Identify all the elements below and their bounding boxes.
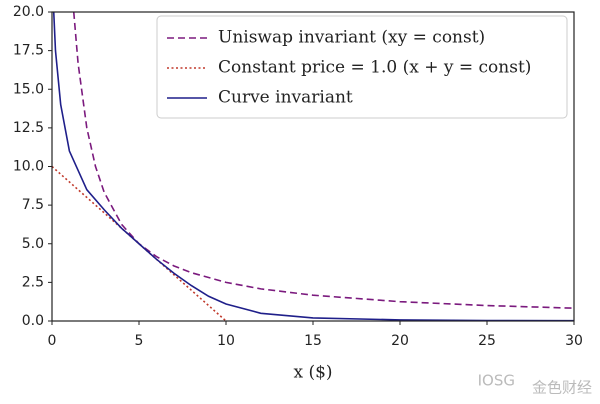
x-tick-label: 5 xyxy=(135,333,144,349)
watermark-brand: IOSG xyxy=(478,372,515,390)
y-tick-label: 0.0 xyxy=(22,313,44,329)
x-tick-label: 25 xyxy=(478,333,496,349)
x-tick-label: 0 xyxy=(48,333,57,349)
plot-area xyxy=(52,12,574,321)
y-tick-label: 17.5 xyxy=(13,43,44,59)
watermark-site: 金色财经 xyxy=(532,379,592,397)
x-tick-label: 10 xyxy=(217,333,235,349)
y-tick-label: 12.5 xyxy=(13,120,44,136)
legend-label: Constant price = 1.0 (x + y = const) xyxy=(218,58,531,78)
y-tick-label: 20.0 xyxy=(13,4,44,20)
legend-label: Uniswap invariant (xy = const) xyxy=(218,28,485,48)
series-line xyxy=(52,12,574,321)
x-tick-label: 30 xyxy=(565,333,583,349)
y-tick-label: 10.0 xyxy=(13,159,44,175)
y-tick-label: 5.0 xyxy=(22,236,44,252)
y-tick-label: 15.0 xyxy=(13,81,44,97)
x-tick-label: 20 xyxy=(391,333,409,349)
series-line xyxy=(72,12,574,309)
x-axis-label: x ($) xyxy=(293,363,332,383)
x-tick-label: 15 xyxy=(304,333,322,349)
y-tick-label: 2.5 xyxy=(22,274,44,290)
y-tick-label: 7.5 xyxy=(22,197,44,213)
legend-label: Curve invariant xyxy=(218,88,353,108)
legend: Uniswap invariant (xy = const) Constant p… xyxy=(156,15,568,119)
legend-box xyxy=(156,15,568,119)
series-line xyxy=(52,165,227,321)
